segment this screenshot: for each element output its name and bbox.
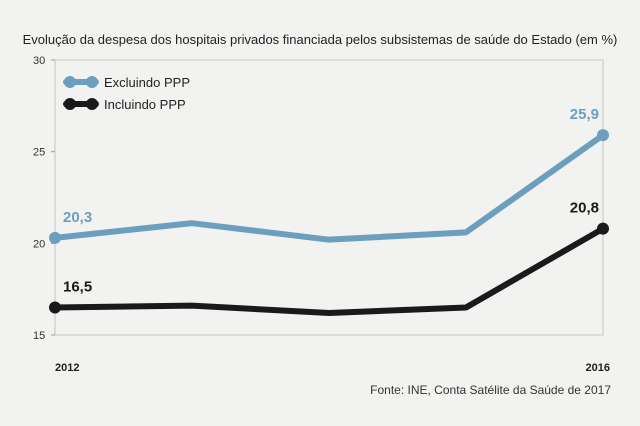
chart-title: Evolução da despesa dos hospitais privad… (22, 32, 618, 47)
legend-marker (64, 98, 76, 110)
data-point (597, 129, 609, 142)
data-label: 20,3 (63, 209, 92, 226)
data-point (49, 231, 61, 244)
legend-label: Excluindo PPP (104, 75, 190, 90)
y-tick-label: 25 (33, 147, 45, 159)
legend-label: Incluindo PPP (104, 97, 186, 112)
x-tick-label: 2012 (55, 362, 79, 374)
y-tick-label: 30 (33, 55, 45, 67)
data-label: 25,9 (570, 106, 599, 123)
legend-marker (86, 98, 98, 110)
y-tick-label: 15 (33, 330, 45, 342)
y-tick-label: 20 (33, 238, 45, 250)
series-line (52, 225, 606, 316)
data-point (49, 301, 61, 314)
legend-marker (64, 76, 76, 88)
source-note: Fonte: INE, Conta Satélite da Saúde de 2… (370, 383, 611, 397)
data-label: 20,8 (570, 200, 599, 217)
data-point (597, 222, 609, 235)
x-tick-label: 2016 (586, 362, 610, 374)
legend-marker (86, 76, 98, 88)
plot-frame (54, 59, 604, 336)
data-label: 16,5 (63, 279, 92, 296)
series-line (52, 132, 606, 243)
